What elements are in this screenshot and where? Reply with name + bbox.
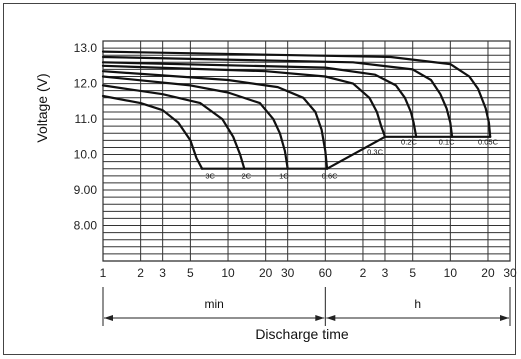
y-tick-label: 9.00 [74, 183, 98, 197]
range-arrowhead [104, 315, 113, 321]
x-tick-label: 10 [444, 266, 458, 280]
y-tick-label: 11.0 [75, 112, 98, 126]
y-tick-label: 10.0 [74, 148, 98, 162]
end-voltage-line [326, 135, 387, 170]
range-arrowhead [326, 315, 336, 321]
y-tick-label: 12.0 [74, 77, 98, 91]
discharge-curve-0_3C [101, 64, 387, 138]
y-tick-label: 8.00 [74, 219, 98, 233]
x-tick-label: 3 [382, 266, 389, 280]
discharge-curve-3C [101, 94, 204, 170]
curve-label: 0.6C [322, 172, 338, 181]
x-axis-label: Discharge time [255, 326, 349, 342]
x-tick-label: 2 [360, 266, 367, 280]
curve-label: 3C [205, 172, 215, 181]
x-tick-label: 1 [100, 266, 107, 280]
discharge-curve-2C [101, 84, 246, 170]
y-axis-label: Voltage (V) [34, 73, 50, 142]
y-tick-label: 13.0 [74, 41, 98, 55]
discharge-curve-0_1C [101, 55, 454, 138]
range-label: h [414, 297, 421, 311]
curve-label: 0.1C [439, 138, 455, 147]
chart-frame [3, 3, 516, 355]
curve-label: 0.3C [367, 148, 383, 157]
curve-label: 1C [279, 172, 289, 181]
x-tick-label: 3 [159, 266, 166, 280]
label-layer: 13.0 12.0 11.0 10.0 9.00 8.00 1 2 3 5 10 20 30 60 2 3 5 1… [74, 41, 517, 311]
grid-layer [102, 40, 511, 326]
range-arrowhead [315, 315, 325, 321]
curve-layer [101, 50, 492, 170]
curve-label: 0.05C [478, 138, 499, 147]
discharge-curve-1C [101, 75, 289, 170]
x-tick-label: 2 [137, 266, 144, 280]
x-tick-label: 10 [221, 266, 235, 280]
x-tick-label: 5 [187, 266, 194, 280]
discharge-curve-0_05C [101, 50, 492, 138]
discharge-curve-0_6C [101, 70, 329, 170]
range-arrowhead [500, 315, 509, 321]
range-label: min [204, 297, 223, 311]
x-tick-label: 60 [319, 266, 333, 280]
x-tick-label: 5 [409, 266, 416, 280]
x-tick-label: 30 [503, 266, 517, 280]
curve-label: 2C [242, 172, 252, 181]
curve-label: 0.2C [401, 138, 417, 147]
x-tick-label: 20 [259, 266, 273, 280]
x-tick-label: 30 [281, 266, 295, 280]
x-tick-label: 20 [481, 266, 495, 280]
discharge-curve-0_2C [101, 61, 418, 138]
